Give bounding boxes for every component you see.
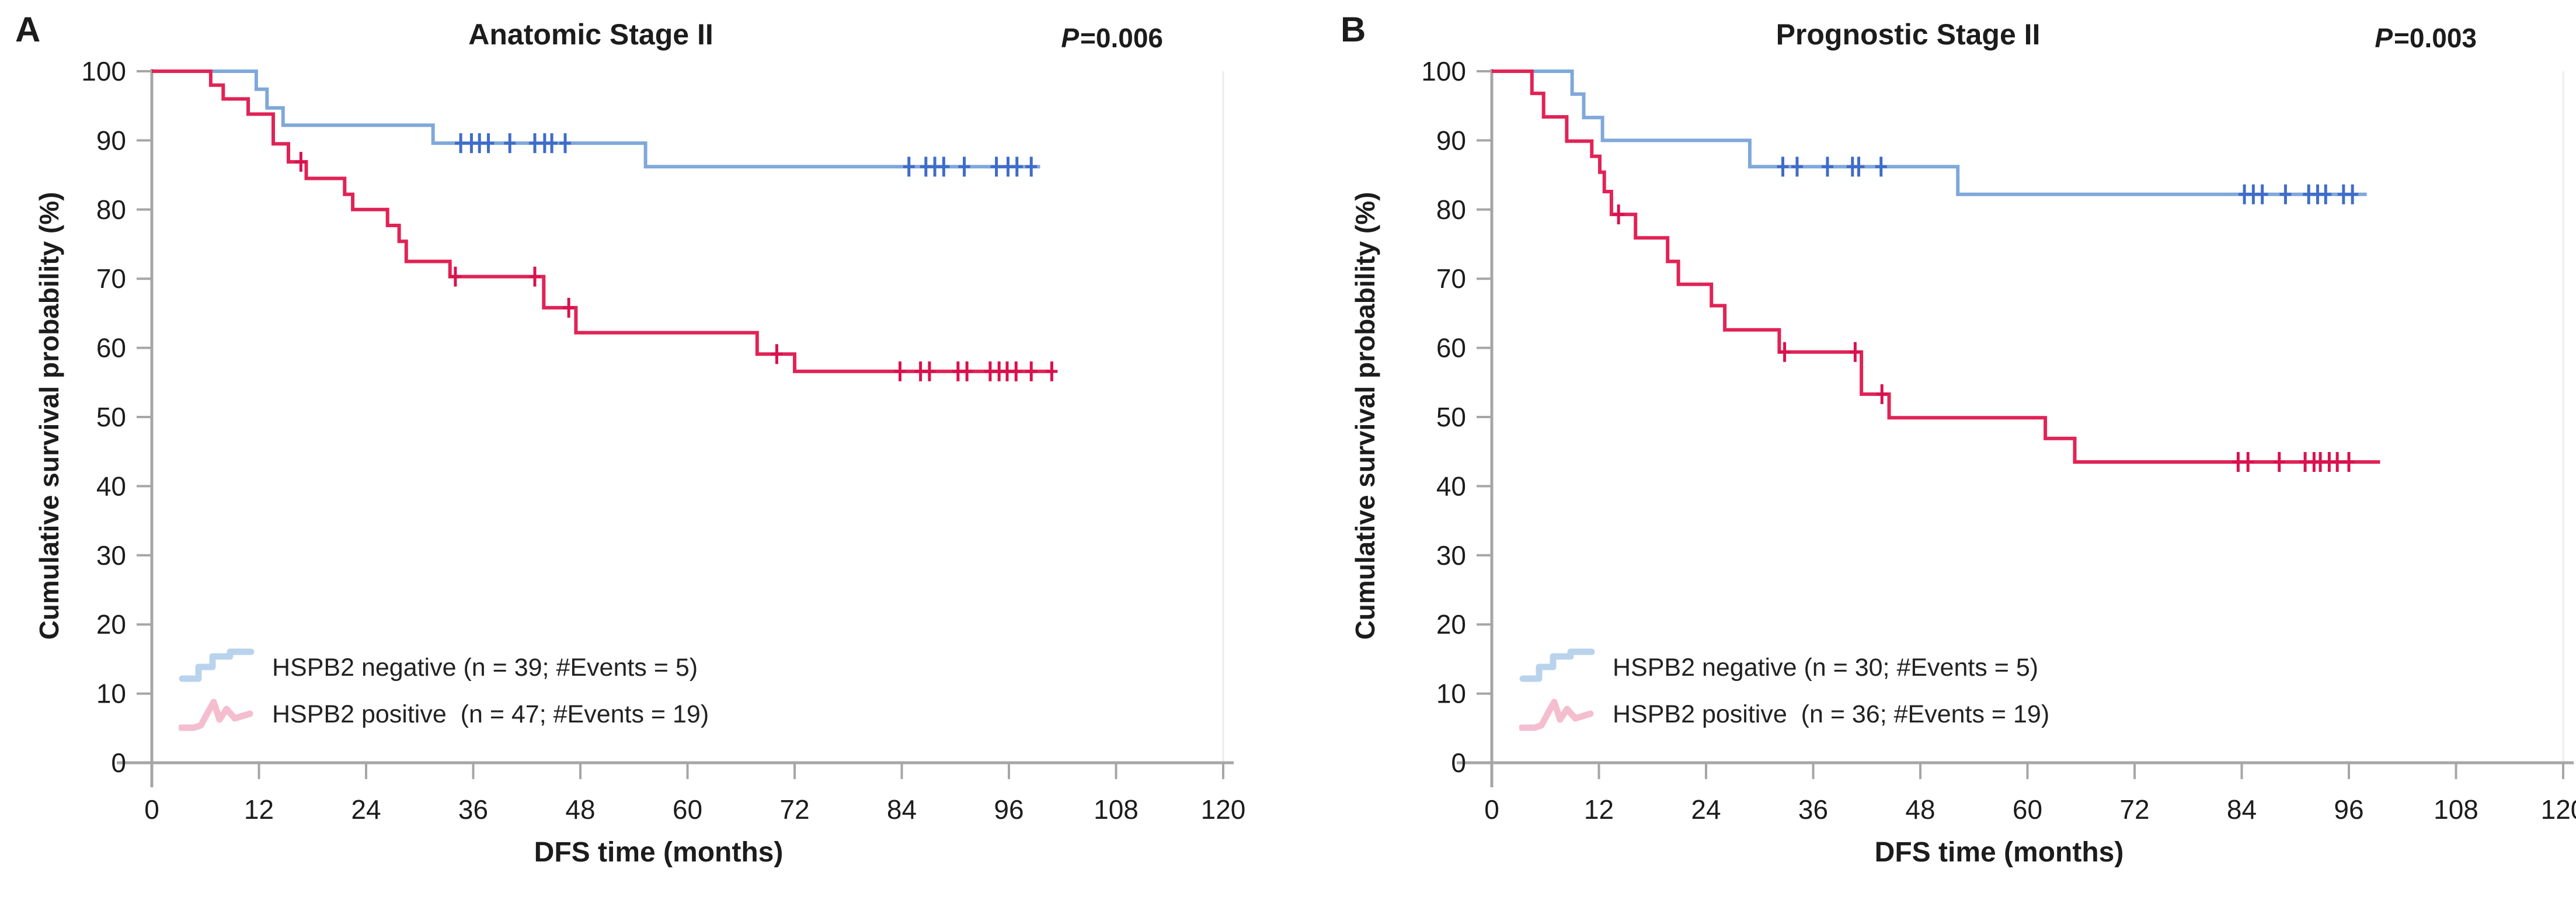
legend-row-positive: HSPB2 positive (n = 47; #Events = 19) xyxy=(177,695,709,734)
x-tick-label: 108 xyxy=(2434,794,2478,825)
y-tick-label: 20 xyxy=(96,609,126,640)
km-plot-prognostic: 0 10 20 30 40 50 60 70 80 90 100 0 12 24 36 48 60 72 84 96 1… xyxy=(1421,56,2576,825)
km-curve-hspb2-negative xyxy=(1492,70,2367,196)
x-tick-label: 12 xyxy=(1584,794,1614,825)
x-tick-label: 120 xyxy=(1201,794,1246,825)
y-tick-label: 0 xyxy=(111,748,126,778)
censor-marks-positive xyxy=(295,152,1058,381)
p-symbol: P xyxy=(1061,23,1080,53)
p-value-text: =0.003 xyxy=(2394,23,2477,53)
legend: HSPB2 negative (n = 39; #Events = 5) HSP… xyxy=(177,648,709,734)
x-tick-label: 0 xyxy=(144,794,159,825)
y-axis-title: Cumulative survival probability (%) xyxy=(1350,192,1380,640)
y-tick-label: 10 xyxy=(96,679,126,709)
km-curve-hspb2-negative xyxy=(152,70,1040,169)
km-curve-hspb2-positive xyxy=(152,70,1054,373)
legend-label-positive: HSPB2 positive (n = 36; #Events = 19) xyxy=(1613,700,2050,728)
y-tick-label: 40 xyxy=(96,471,126,501)
chart-title: Prognostic Stage II xyxy=(1776,18,2041,51)
x-tick-label: 120 xyxy=(2541,794,2576,825)
y-axis-title: Cumulative survival probability (%) xyxy=(34,192,64,640)
panel-letter: A xyxy=(15,10,41,49)
x-tick-label: 72 xyxy=(779,794,809,825)
legend-curve-negative-icon xyxy=(179,648,256,687)
x-tick-label: 48 xyxy=(565,794,595,825)
x-axis-title: DFS time (months) xyxy=(1874,837,2124,868)
x-tick-label: 36 xyxy=(1798,794,1828,825)
x-tick-label: 60 xyxy=(673,794,702,825)
y-tick-label: 30 xyxy=(96,540,126,571)
legend-curve-positive-icon xyxy=(1518,695,1596,734)
censor-marks-positive xyxy=(1613,204,2355,472)
x-tick-label: 36 xyxy=(458,794,488,825)
panel-anatomic-stage: 0 10 20 30 40 50 60 70 80 90 100 0 12 24 36 48 60 72 84 96 1… xyxy=(15,10,1246,868)
legend: HSPB2 negative (n = 30; #Events = 5) HSP… xyxy=(1518,648,2050,734)
y-tick-label: 80 xyxy=(96,194,126,225)
legend-row-negative: HSPB2 negative (n = 39; #Events = 5) xyxy=(179,648,709,687)
x-tick-label: 84 xyxy=(887,794,917,825)
y-tick-label: 70 xyxy=(96,263,126,294)
y-tick-label: 20 xyxy=(1436,609,1466,640)
x-tick-label: 96 xyxy=(2334,794,2363,825)
y-tick-label: 90 xyxy=(96,125,126,155)
legend-curve-positive-icon xyxy=(177,695,256,734)
y-tick-label: 60 xyxy=(1436,333,1466,363)
p-value-text: =0.006 xyxy=(1080,23,1163,53)
x-axis-title: DFS time (months) xyxy=(534,837,784,868)
panel-letter: B xyxy=(1341,10,1366,49)
x-tick-label: 60 xyxy=(2013,794,2042,825)
x-tick-label: 108 xyxy=(1094,794,1139,825)
legend-curve-negative-icon xyxy=(1519,648,1596,687)
legend-label-positive: HSPB2 positive (n = 47; #Events = 19) xyxy=(272,700,709,728)
censor-marks-negative xyxy=(455,133,1038,177)
y-tick-label: 80 xyxy=(1436,194,1466,225)
y-tick-label: 50 xyxy=(96,402,126,432)
x-tick-label: 24 xyxy=(1691,794,1721,825)
x-tick-label: 12 xyxy=(244,794,274,825)
legend-label-negative: HSPB2 negative (n = 39; #Events = 5) xyxy=(272,653,698,682)
x-tick-label: 96 xyxy=(994,794,1024,825)
legend-label-negative: HSPB2 negative (n = 30; #Events = 5) xyxy=(1613,653,2039,682)
x-tick-label: 48 xyxy=(1905,794,1935,825)
x-tick-label: 72 xyxy=(2119,794,2149,825)
panel-prognostic-stage: 0 10 20 30 40 50 60 70 80 90 100 0 12 24 36 48 60 72 84 96 1… xyxy=(1288,0,2576,900)
y-tick-label: 30 xyxy=(1436,540,1466,571)
y-tick-label: 40 xyxy=(1436,471,1466,501)
legend-row-negative: HSPB2 negative (n = 30; #Events = 5) xyxy=(1519,648,2049,687)
km-curve-hspb2-positive xyxy=(1492,70,2380,464)
km-plot-anatomic: 0 10 20 30 40 50 60 70 80 90 100 0 12 24 36 48 60 72 84 96 1… xyxy=(81,56,1246,825)
x-tick-label: 84 xyxy=(2227,794,2257,825)
x-tick-label: 0 xyxy=(1484,794,1499,825)
legend-row-positive: HSPB2 positive (n = 36; #Events = 19) xyxy=(1518,695,2050,734)
y-tick-label: 0 xyxy=(1451,748,1466,778)
y-tick-label: 10 xyxy=(1436,679,1466,709)
y-tick-label: 90 xyxy=(1436,125,1466,155)
p-symbol: P xyxy=(2375,23,2393,53)
y-tick-label: 100 xyxy=(1421,56,1466,86)
x-tick-label: 24 xyxy=(351,794,381,825)
y-tick-label: 50 xyxy=(1436,402,1466,432)
p-value: P=0.003 xyxy=(2375,22,2477,54)
y-tick-label: 70 xyxy=(1436,263,1466,294)
y-tick-label: 60 xyxy=(96,333,126,363)
censor-marks-negative xyxy=(1777,157,2359,204)
y-tick-label: 100 xyxy=(81,56,126,86)
p-value: P=0.006 xyxy=(1061,22,1163,54)
chart-title: Anatomic Stage II xyxy=(468,18,713,51)
